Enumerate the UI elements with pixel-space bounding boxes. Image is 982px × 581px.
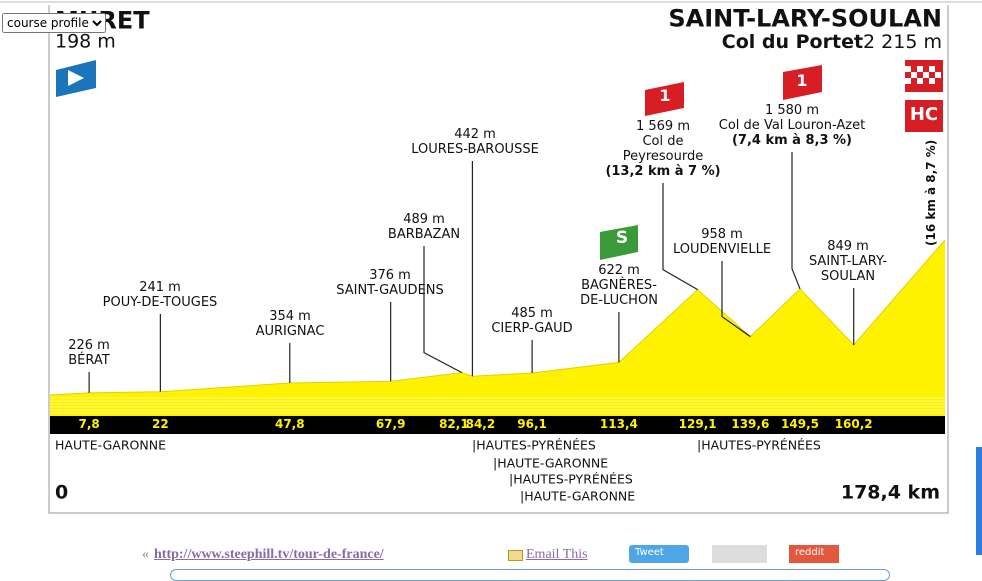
place-label: (7,4 km à 8,3 %) (732, 133, 852, 148)
leader-line (791, 152, 801, 290)
km-label: 96,1 (517, 417, 547, 431)
place-label: DE-LUCHON (580, 293, 658, 308)
km-label: 129,1 (679, 417, 717, 431)
km-label: 47,8 (275, 417, 305, 431)
email-icon (508, 550, 523, 561)
distance-start: 0 (55, 482, 68, 504)
leader-line (423, 246, 463, 374)
place-label: BAGNÈRES- (581, 277, 657, 293)
place-label: Col de Val Louron-Azet (719, 118, 865, 133)
department: |HAUTE-GARONNE (493, 456, 608, 471)
elevation-label: 376 m (369, 268, 411, 283)
km-label: 84,2 (466, 417, 496, 431)
km-label: 160,2 (835, 417, 873, 431)
km-label: 7,8 (78, 417, 99, 431)
department: HAUTE-GARONNE (55, 438, 166, 453)
sprint-label: S (616, 228, 628, 248)
footer-link[interactable]: http://www.steephill.tv/tour-de-france/ (154, 547, 384, 562)
elevation-label: 622 m (598, 263, 640, 278)
department: |HAUTES-PYRÉNÉES (509, 472, 633, 487)
place-label: SAINT-GAUDENS (336, 283, 444, 298)
km-label: 22 (152, 417, 169, 431)
start-elevation: 198 m (55, 31, 116, 53)
share-button[interactable] (712, 545, 767, 563)
finish-climb-detail: (16 km à 8,7 %) (924, 140, 938, 246)
checkers (905, 66, 941, 84)
elevation-label: 226 m (68, 338, 110, 353)
place-label: LOUDENVIELLE (673, 242, 771, 257)
elevation-label: 354 m (269, 309, 311, 324)
place-label: BÉRAT (68, 352, 110, 368)
climb-category: 1 (796, 71, 807, 90)
place-label: Col de (642, 134, 683, 149)
hc-badge (905, 100, 943, 132)
km-label: 67,9 (376, 417, 406, 431)
distance-total: 178,4 km (841, 482, 940, 504)
tweet-button[interactable]: Tweet (629, 545, 689, 563)
next-panel (170, 569, 890, 581)
email-link[interactable]: Email This (526, 547, 588, 562)
place-label: (13,2 km à 7 %) (605, 164, 720, 179)
elevation-label: 485 m (511, 306, 553, 321)
sprint-badge (600, 225, 638, 260)
climb-badge (645, 82, 684, 116)
elevation-label: 1 580 m (765, 103, 819, 118)
finish-col: Col du Portet (722, 31, 863, 53)
profile-line (49, 239, 946, 396)
profile-fill (50, 240, 945, 416)
km-label: 139,6 (731, 417, 769, 431)
elevation-label: 241 m (139, 280, 181, 295)
elevation-label: 442 m (454, 127, 496, 142)
department: |HAUTES-PYRÉNÉES (697, 438, 821, 453)
elevation-label: 1 569 m (636, 119, 690, 134)
climb-badge (783, 65, 822, 100)
place-label: BARBAZAN (388, 227, 460, 242)
elevation-label: 849 m (827, 239, 869, 254)
finish-elevation: 2 215 m (863, 31, 942, 53)
distance-bar (50, 416, 945, 434)
reddit-button[interactable]: reddit (789, 545, 839, 563)
finish-line: Col du Portet2 215 m (722, 31, 942, 53)
leader-line (721, 261, 751, 338)
place-label: LOURES-BAROUSSE (411, 142, 539, 157)
climb-category: 1 (659, 86, 670, 105)
place-label: SOULAN (821, 269, 875, 284)
hc-label: HC (910, 104, 938, 125)
leader-line (662, 183, 698, 291)
elevation-label: 489 m (403, 212, 445, 227)
km-label: 149,5 (781, 417, 819, 431)
km-label: 82,1 (439, 417, 469, 431)
scroll-tab[interactable] (976, 447, 982, 555)
place-label: Peyresourde (623, 149, 703, 164)
chart-frame (48, 5, 949, 514)
place-label: AURIGNAC (256, 324, 325, 339)
department: |HAUTES-PYRÉNÉES (472, 438, 596, 453)
place-label: SAINT-LARY- (809, 254, 887, 269)
finish-flag (905, 60, 943, 92)
km-label: 113,4 (600, 417, 638, 431)
start-arrow (68, 70, 84, 86)
finish-name: SAINT-LARY-SOULAN (668, 5, 942, 33)
footer-prefix: « (142, 547, 149, 562)
elevation-label: 958 m (701, 227, 743, 242)
department: |HAUTE-GARONNE (520, 489, 635, 504)
profile-select[interactable]: course profile (2, 13, 106, 33)
place-label: POUY-DE-TOUGES (103, 295, 218, 310)
place-label: CIERP-GAUD (491, 321, 572, 336)
